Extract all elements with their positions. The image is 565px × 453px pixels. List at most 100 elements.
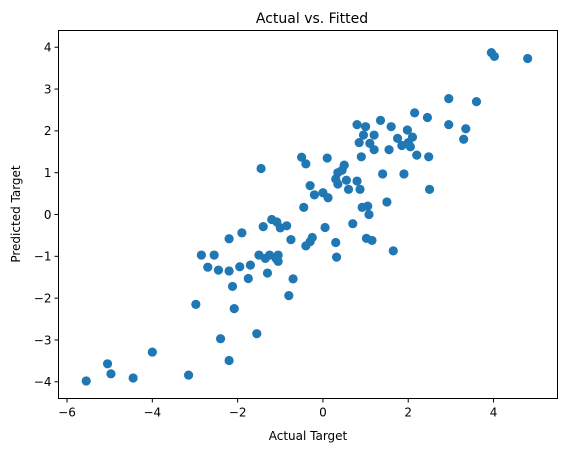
- x-axis-ticks: −6 −4 −2 0 2 4: [58, 398, 498, 420]
- data-point-8: [196, 250, 206, 260]
- data-point-10: [209, 250, 219, 260]
- data-point-71: [364, 209, 374, 220]
- points-layer: [81, 48, 533, 386]
- data-point-76: [375, 115, 386, 126]
- data-point-70: [363, 201, 373, 211]
- data-point-18: [235, 262, 245, 272]
- data-point-64: [355, 184, 365, 195]
- y-tick-label: 1: [44, 166, 52, 180]
- data-point-98: [471, 96, 482, 107]
- data-point-36: [284, 291, 294, 301]
- data-point-15: [224, 355, 234, 366]
- data-point-12: [215, 334, 226, 344]
- y-axis-ticks: −4 −3 −2 −1 0 1 2 3 4: [34, 41, 59, 389]
- data-point-55: [333, 179, 343, 189]
- data-point-87: [405, 142, 415, 152]
- data-point-16: [227, 281, 238, 292]
- data-point-95: [444, 94, 454, 104]
- data-point-7: [191, 299, 201, 310]
- data-point-19: [237, 228, 247, 238]
- y-tick-label: 4: [44, 41, 52, 55]
- data-point-41: [301, 159, 311, 169]
- data-point-96: [459, 134, 469, 144]
- data-point-25: [258, 222, 268, 232]
- data-point-100: [489, 51, 499, 62]
- data-point-85: [402, 125, 412, 135]
- data-point-81: [388, 246, 398, 256]
- data-point-82: [392, 133, 403, 143]
- data-point-6: [183, 370, 194, 380]
- data-point-14: [224, 234, 234, 244]
- data-point-67: [358, 130, 369, 140]
- data-point-78: [382, 197, 392, 207]
- chart-title: Actual vs. Fitted: [256, 11, 368, 27]
- data-point-48: [320, 222, 330, 233]
- data-point-4: [128, 373, 138, 383]
- data-point-62: [352, 119, 362, 130]
- data-point-61: [352, 176, 362, 186]
- data-point-38: [288, 274, 298, 284]
- data-point-49: [322, 153, 332, 163]
- data-point-22: [252, 329, 262, 339]
- data-point-27: [262, 268, 273, 278]
- data-point-45: [307, 232, 317, 243]
- x-tick-label: −2: [229, 406, 247, 420]
- data-point-77: [378, 169, 388, 179]
- y-tick-label: 3: [44, 82, 52, 96]
- data-point-84: [399, 169, 409, 179]
- y-tick-label: 2: [44, 124, 52, 138]
- data-point-92: [424, 152, 434, 162]
- x-tick-label: −6: [58, 406, 76, 420]
- data-point-5: [147, 347, 157, 357]
- data-point-3: [106, 369, 116, 379]
- data-point-53: [331, 252, 342, 262]
- data-point-20: [243, 273, 253, 284]
- y-axis-label: Predicted Target: [9, 165, 23, 263]
- data-point-68: [360, 122, 371, 132]
- data-point-9: [203, 262, 213, 272]
- data-point-1: [81, 376, 91, 386]
- data-point-74: [369, 145, 379, 155]
- data-point-46: [309, 190, 319, 200]
- data-point-79: [384, 145, 394, 155]
- data-point-39: [297, 152, 307, 162]
- data-point-80: [386, 122, 396, 132]
- x-axis-label: Actual Target: [269, 429, 348, 443]
- data-point-40: [299, 202, 309, 212]
- data-point-51: [331, 237, 341, 248]
- data-point-97: [461, 124, 471, 134]
- y-tick-label: −3: [34, 333, 52, 347]
- data-point-58: [341, 175, 351, 185]
- data-point-65: [356, 152, 366, 162]
- data-point-2: [102, 359, 113, 369]
- y-tick-label: −2: [34, 291, 52, 305]
- y-tick-label: −4: [34, 375, 52, 389]
- data-point-89: [410, 108, 420, 118]
- data-point-63: [354, 137, 364, 148]
- data-point-17: [229, 303, 239, 314]
- x-tick-label: 0: [319, 406, 327, 420]
- data-point-91: [422, 112, 433, 123]
- data-point-11: [213, 265, 224, 275]
- data-point-101: [523, 53, 533, 64]
- y-tick-label: −1: [34, 250, 52, 264]
- data-point-75: [369, 130, 379, 140]
- x-tick-label: −4: [143, 406, 161, 420]
- x-tick-label: 2: [404, 406, 412, 420]
- data-point-59: [343, 184, 354, 195]
- data-point-35: [282, 221, 292, 231]
- data-point-33: [273, 250, 283, 260]
- y-tick-label: 0: [44, 208, 52, 222]
- x-tick-label: 4: [490, 406, 498, 420]
- data-point-60: [348, 219, 358, 229]
- data-point-24: [256, 163, 266, 174]
- data-point-37: [286, 234, 296, 245]
- data-point-90: [412, 150, 422, 160]
- data-point-50: [323, 193, 333, 203]
- data-point-88: [407, 132, 418, 142]
- data-point-73: [367, 235, 377, 246]
- data-point-57: [339, 160, 349, 170]
- data-point-94: [444, 119, 454, 130]
- data-point-21: [245, 260, 256, 270]
